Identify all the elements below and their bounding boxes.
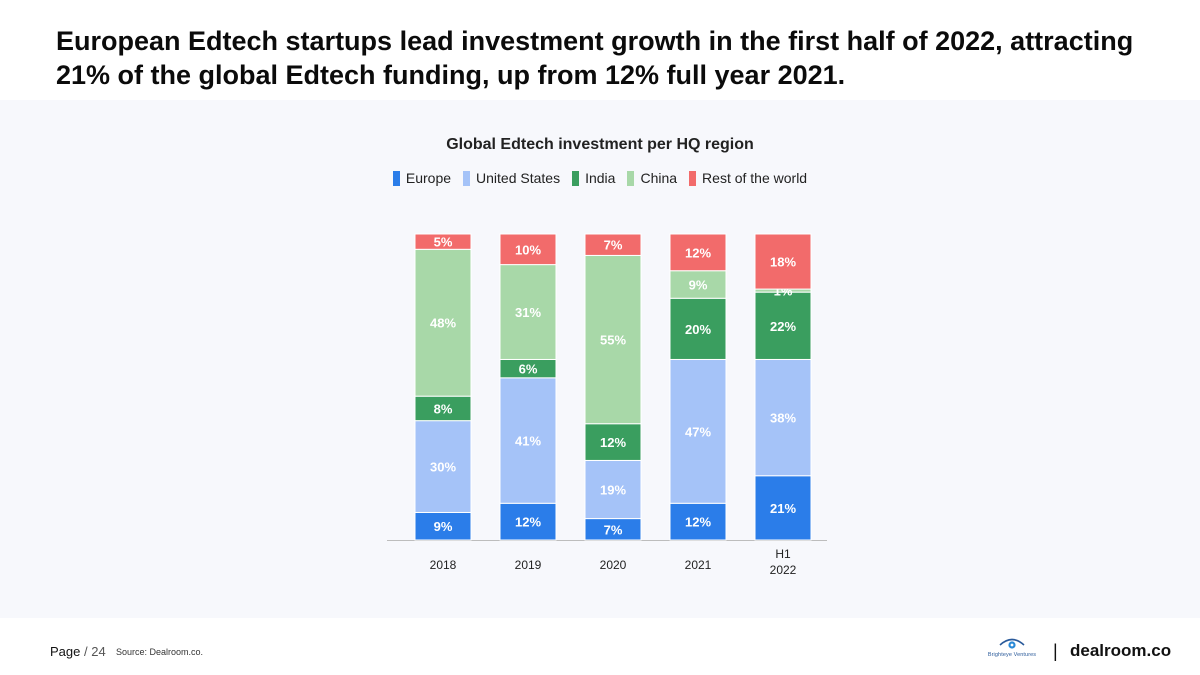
bar-india-2021 (669, 297, 727, 360)
data-label-united-states-2019: 41% (515, 434, 541, 449)
legend-swatch-rest-of-world (689, 170, 697, 186)
data-label-india-2020: 12% (600, 435, 626, 450)
x-tick-label-2021: 2021 (685, 558, 712, 572)
x-tick-label-2019: 2019 (515, 558, 542, 572)
footer-separator: | (1053, 641, 1058, 661)
brighteye-logo: Brighteye Ventures (982, 637, 1042, 663)
legend-swatch-united-states (463, 170, 471, 186)
legend-swatch-india (572, 170, 580, 186)
data-label-united-states-h1-2022: 38% (770, 411, 796, 426)
data-label-china-2019: 31% (515, 305, 541, 320)
data-label-europe-2019: 12% (515, 515, 541, 530)
legend-label-china: China (640, 170, 678, 186)
bar-india-2018 (414, 395, 472, 422)
data-label-india-2019: 6% (519, 362, 538, 377)
legend-label-europe: Europe (405, 170, 452, 186)
bar-china-2019 (499, 264, 557, 360)
data-label-united-states-2020: 19% (600, 483, 626, 498)
legend-label-india: India (585, 170, 616, 186)
data-label-rest-of-the-world-2020: 7% (604, 238, 623, 253)
bar-united-states-2019 (499, 377, 557, 504)
bar-united-states-2018 (414, 420, 472, 513)
legend-item-china: China (627, 170, 677, 186)
bar-rest-of-the-world-2018 (414, 233, 472, 250)
bar-europe-2018 (414, 511, 472, 541)
data-label-europe-2021: 12% (685, 515, 711, 530)
data-label-rest-of-the-world-2018: 5% (434, 235, 453, 250)
data-label-rest-of-the-world-2019: 10% (515, 242, 541, 257)
bar-europe-2021 (669, 502, 727, 541)
bar-india-h1-2022 (754, 291, 812, 360)
data-label-india-2018: 8% (434, 401, 453, 416)
data-label-india-h1-2022: 22% (770, 319, 796, 334)
data-label-united-states-2021: 47% (685, 424, 711, 439)
x-tick-label-h1-2022-line1: H1 (775, 547, 791, 561)
data-label-india-2021: 20% (685, 322, 711, 337)
legend-label-rest-of-world: Rest of the world (702, 170, 808, 186)
bar-rest-of-the-world-h1-2022 (754, 233, 812, 290)
bar-europe-h1-2022 (754, 475, 812, 541)
bar-china-2020 (584, 254, 642, 425)
bar-rest-of-the-world-2020 (584, 233, 642, 256)
data-label-rest-of-the-world-2021: 12% (685, 245, 711, 260)
legend-item-united-states: United States (463, 170, 560, 186)
legend-swatch-china (627, 170, 635, 186)
page-number: / 24 (84, 644, 106, 659)
bar-united-states-2020 (584, 459, 642, 520)
data-label-rest-of-the-world-h1-2022: 18% (770, 255, 796, 270)
x-tick-label-h1-2022-line2: 2022 (770, 563, 797, 577)
legend-item-rest-of-world: Rest of the world (689, 170, 807, 186)
legend-swatch-europe (392, 170, 400, 186)
data-label-united-states-2018: 30% (430, 460, 456, 475)
data-label-china-2018: 48% (430, 316, 456, 331)
legend-label-united-states: United States (476, 170, 561, 186)
x-tick-label-2018: 2018 (430, 558, 457, 572)
eye-icon (999, 638, 1025, 649)
chart-title: Global Edtech investment per HQ region (446, 136, 754, 153)
source-note: Source: Dealroom.co. (116, 647, 204, 657)
chart-legend: Europe United States India China Rest of… (250, 166, 950, 190)
bar-united-states-2021 (669, 358, 727, 504)
bar-china-2018 (414, 248, 472, 397)
bar-rest-of-the-world-2019 (499, 233, 557, 266)
bar-united-states-h1-2022 (754, 358, 812, 477)
data-label-china-2021: 9% (689, 277, 708, 292)
brighteye-label: Brighteye Ventures (987, 652, 1037, 658)
dealroom-brand: dealroom.co (1070, 641, 1172, 660)
data-label-europe-2020: 7% (604, 522, 623, 537)
page-label: Page (50, 644, 81, 659)
page-indicator: Page / 24 (50, 644, 106, 660)
data-label-europe-2018: 9% (434, 519, 453, 534)
x-tick-label-2020: 2020 (600, 558, 627, 572)
data-label-europe-h1-2022: 21% (770, 501, 796, 516)
bar-india-2020 (584, 423, 642, 461)
bar-rest-of-the-world-2021 (669, 233, 727, 272)
headline: European Edtech startups lead investment… (56, 26, 1134, 90)
legend-item-india: India (572, 170, 615, 186)
legend-item-europe: Europe (392, 170, 452, 186)
data-label-china-2020: 55% (600, 333, 626, 348)
